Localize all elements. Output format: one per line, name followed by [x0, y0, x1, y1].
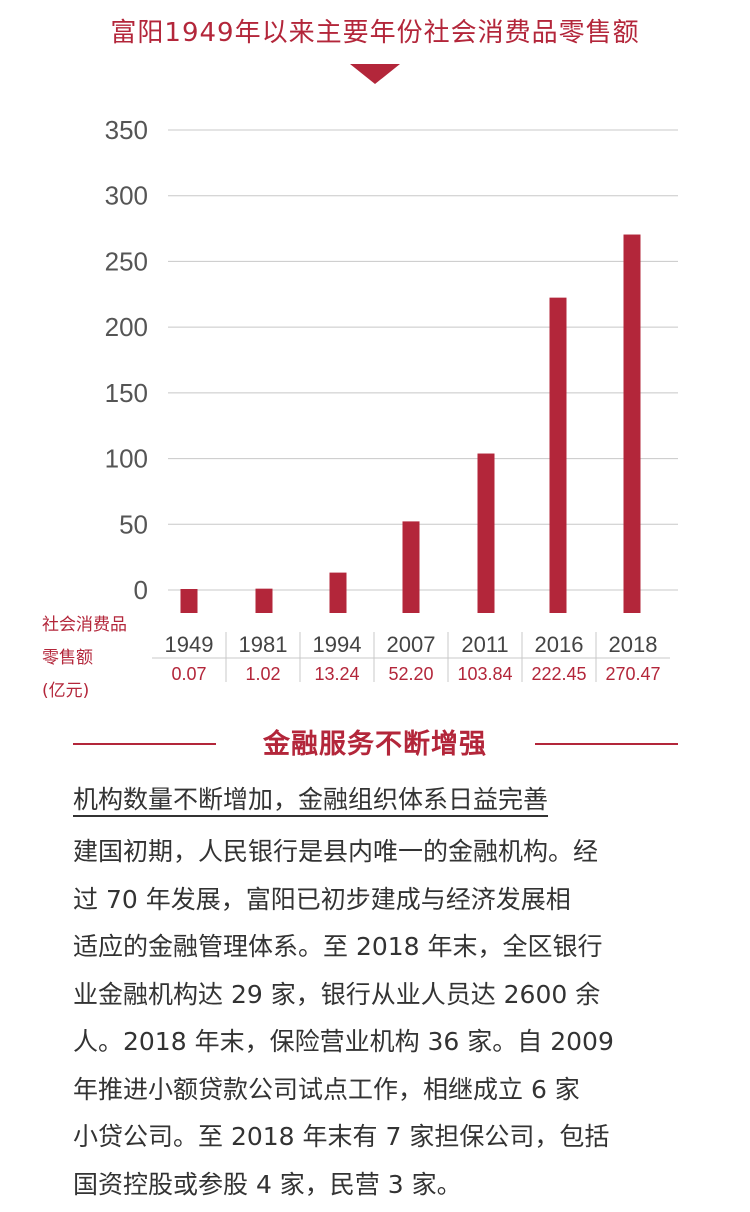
x-tick-label: 2016	[535, 632, 584, 657]
body-line: 人。2018 年末，保险营业机构 36 家。自 2009	[73, 1027, 614, 1056]
y-tick-label: 50	[119, 509, 148, 539]
bar-1981	[255, 588, 273, 613]
x-tick-label: 1949	[165, 632, 214, 657]
x-tick-label: 2011	[461, 632, 508, 657]
y-axis-label-line-1: 社会消费品	[42, 615, 127, 635]
data-label: 270.47	[605, 664, 660, 684]
y-tick-label: 150	[105, 378, 148, 408]
data-label: 1.02	[245, 664, 280, 684]
y-tick-label: 350	[105, 115, 148, 145]
chart-title: 富阳1949年以来主要年份社会消费品零售额	[110, 18, 640, 48]
body-line: 适应的金融管理体系。至 2018 年末，全区银行	[73, 932, 603, 961]
body-line: 年推进小额贷款公司试点工作，相继成立 6 家	[73, 1074, 580, 1104]
section-title: 金融服务不断增强	[263, 729, 487, 760]
y-tick-label: 200	[105, 312, 148, 342]
x-tick-label: 1994	[313, 632, 362, 657]
bar-2018	[623, 234, 641, 613]
section-rule-left	[73, 743, 216, 745]
bar-2007	[402, 521, 420, 613]
y-tick-label: 250	[105, 246, 148, 276]
x-tick-label: 2007	[387, 632, 436, 657]
bar-1949	[180, 589, 198, 613]
body-line: 建国初期，人民银行是县内唯一的金融机构。经	[73, 837, 599, 866]
section-subheading: 机构数量不断增加，金融组织体系日益完善	[73, 785, 549, 814]
y-tick-label: 0	[134, 575, 148, 605]
data-label: 0.07	[171, 664, 206, 684]
data-label: 103.84	[457, 664, 512, 684]
data-label: 13.24	[314, 664, 359, 684]
body-line: 业金融机构达 29 家，银行从业人员达 2600 余	[73, 979, 601, 1009]
x-tick-label: 1981	[239, 632, 288, 657]
y-tick-label: 300	[105, 181, 148, 211]
data-label: 52.20	[388, 664, 433, 684]
bar-2016	[549, 297, 567, 613]
section-rule-right	[535, 743, 678, 745]
bar-1994	[329, 572, 347, 613]
bar-2011	[477, 453, 495, 613]
x-tick-label: 2018	[609, 632, 658, 657]
body-line: 小贷公司。至 2018 年末有 7 家担保公司，包括	[73, 1122, 610, 1151]
body-line: 过 70 年发展，富阳已初步建成与经济发展相	[73, 884, 571, 914]
y-axis-label-line-3: (亿元)	[42, 681, 90, 701]
bar-chart: 0 50 100 150 200 250 300 350 1949 0.07 1981 1.02 199…	[105, 115, 678, 684]
title-arrow-icon	[350, 64, 400, 84]
y-tick-label: 100	[105, 444, 148, 474]
section-body: 建国初期，人民银行是县内唯一的金融机构。经 过 70 年发展，富阳已初步建成与经…	[73, 828, 673, 1208]
y-axis-label-line-2: 零售额	[42, 648, 93, 668]
data-label: 222.45	[531, 664, 586, 684]
body-line: 国资控股或参股 4 家，民营 3 家。	[73, 1169, 462, 1199]
